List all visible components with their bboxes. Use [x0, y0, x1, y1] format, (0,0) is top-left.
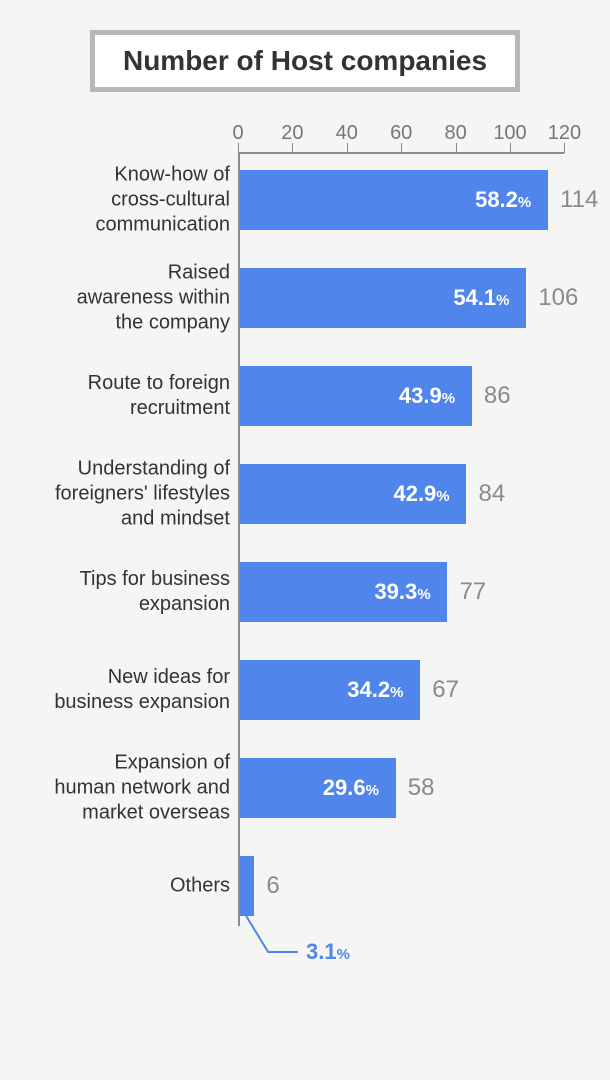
bar-value: 67: [432, 676, 459, 704]
bar-row: Tips for business expansion 39.3% 77: [0, 562, 610, 622]
x-tick-label: 20: [281, 122, 303, 145]
bar-percent: 58.2%: [475, 187, 531, 213]
bar-row: Route to foreign recruitment 43.9% 86: [0, 366, 610, 426]
bar-row: Others 6: [0, 856, 610, 916]
x-tick-label: 100: [493, 122, 526, 145]
bar: [238, 856, 254, 916]
chart-title: Number of Host companies: [90, 30, 520, 92]
bar-percent: 43.9%: [399, 383, 455, 409]
category-label: New ideas for business expansion: [54, 665, 230, 715]
bar-percent: 3.1%: [306, 939, 350, 965]
bar-row: Understanding of foreigners' lifestyles …: [0, 464, 610, 524]
bar-value: 106: [538, 284, 578, 312]
bar-value: 58: [408, 774, 435, 802]
category-label: Expansion of human network and market ov…: [54, 751, 230, 826]
x-tick-label: 40: [336, 122, 358, 145]
bar-percent: 42.9%: [393, 481, 449, 507]
category-label: Route to foreign recruitment: [88, 371, 230, 421]
category-label: Understanding of foreigners' lifestyles …: [55, 457, 230, 532]
category-label: Tips for business expansion: [80, 567, 230, 617]
x-tick-label: 60: [390, 122, 412, 145]
bar-percent: 29.6%: [323, 775, 379, 801]
x-tick-label: 0: [232, 122, 243, 145]
bar-value: 84: [478, 480, 505, 508]
bar-percent: 39.3%: [374, 579, 430, 605]
bar-value: 114: [560, 186, 598, 214]
y-axis-line: [238, 152, 240, 926]
bar-value: 77: [459, 578, 486, 606]
category-label: Know-how of cross-cultural communication: [95, 163, 230, 238]
bar-row: Raised awareness within the company54.1%…: [0, 268, 610, 328]
bar-row: New ideas for business expansion 34.2% 67: [0, 660, 610, 720]
bar-percent: 54.1%: [453, 285, 509, 311]
bar-value: 6: [266, 872, 279, 900]
bar-row: Expansion of human network and market ov…: [0, 758, 610, 818]
bar-value: 86: [484, 382, 511, 410]
bar-row: Know-how of cross-cultural communication…: [0, 170, 610, 230]
bar-percent: 34.2%: [347, 677, 403, 703]
category-label: Raised awareness within the company: [77, 261, 230, 336]
x-tick-label: 80: [444, 122, 466, 145]
category-label: Others: [170, 874, 230, 899]
x-tick-label: 120: [548, 122, 581, 145]
